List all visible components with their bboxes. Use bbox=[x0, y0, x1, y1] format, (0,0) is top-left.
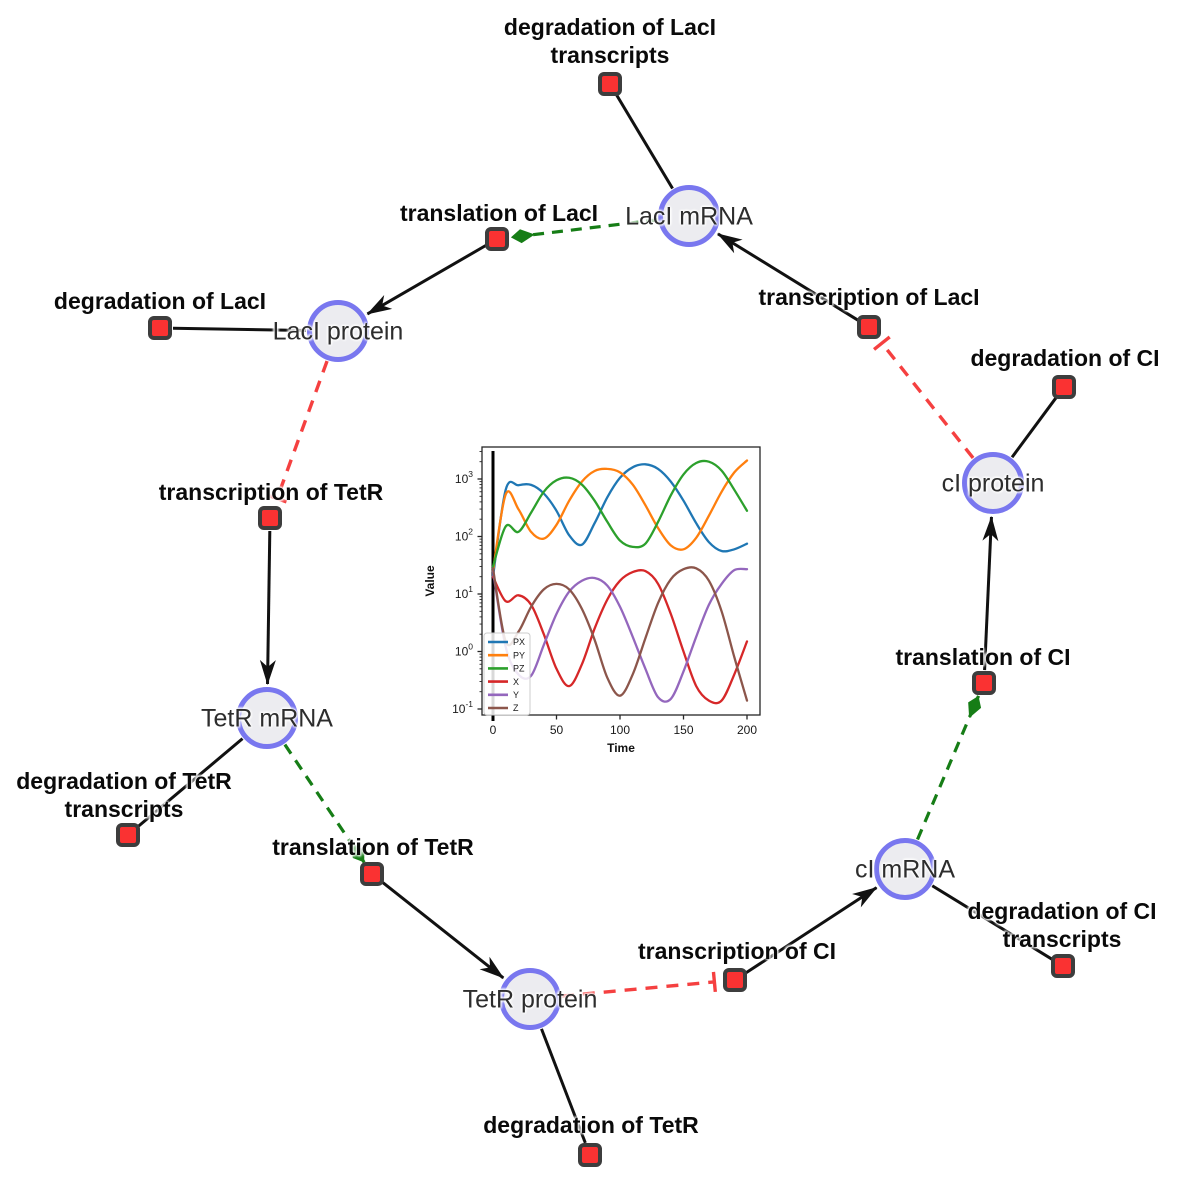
edge-laci-protein-to-deg-laci bbox=[172, 326, 307, 332]
edge-ci-protein-to-transcription-laci bbox=[872, 335, 975, 460]
species-node-ci-protein bbox=[962, 452, 1024, 514]
edge-ci-mrna-to-deg-ci-transcripts bbox=[931, 884, 1053, 961]
reaction-node-deg-tetr-transcripts bbox=[116, 823, 140, 847]
series-X bbox=[491, 569, 749, 705]
legend-label-PY: PY bbox=[513, 650, 525, 660]
series-PY bbox=[491, 459, 749, 573]
edge-transcription-tetr-to-tetr-mrna bbox=[259, 530, 276, 686]
reaction-node-deg-laci-transcripts bbox=[598, 72, 622, 96]
edge-ci-protein-to-deg-ci bbox=[1010, 396, 1058, 459]
legend-label-PX: PX bbox=[513, 637, 525, 647]
species-label-tetr-protein: TetR protein bbox=[462, 985, 598, 1014]
edge-transcription-ci-to-ci-mrna bbox=[745, 886, 878, 975]
edge-tetr-protein-to-transcription-ci bbox=[561, 971, 718, 998]
x-tick-label: 0 bbox=[490, 723, 497, 737]
reaction-node-transcription-ci bbox=[723, 968, 747, 992]
y-tick-label: 100 bbox=[455, 642, 473, 659]
edge-translation-laci-to-laci-protein bbox=[366, 244, 487, 316]
species-node-tetr-protein bbox=[499, 968, 561, 1030]
species-label-laci-protein: LacI protein bbox=[272, 317, 404, 346]
reaction-label-translation-tetr: translation of TetR bbox=[272, 834, 474, 860]
species-label-laci-mrna: LacI mRNA bbox=[625, 202, 753, 231]
x-tick-label: 150 bbox=[673, 723, 693, 737]
species-label-tetr-mrna: TetR mRNA bbox=[201, 704, 333, 733]
reaction-label-transcription-tetr: transcription of TetR bbox=[158, 479, 384, 505]
reaction-label-deg-tetr: degradation of TetR bbox=[483, 1112, 699, 1138]
edge-laci-mrna-to-translation-laci bbox=[510, 218, 658, 244]
species-node-laci-mrna bbox=[658, 185, 720, 247]
x-axis-label: Time bbox=[607, 741, 635, 755]
y-tick-label: 101 bbox=[455, 584, 473, 601]
edge-laci-mrna-to-deg-laci-transcripts bbox=[615, 94, 674, 190]
edge-translation-ci-to-ci-protein bbox=[982, 515, 999, 671]
reaction-label-deg-laci: degradation of LacI bbox=[53, 288, 267, 314]
reaction-node-translation-ci bbox=[972, 671, 996, 695]
species-label-ci-mrna: cI mRNA bbox=[855, 855, 955, 884]
reaction-label-deg-tetr-transcripts: degradation of TetR transcripts bbox=[16, 768, 232, 822]
reaction-node-translation-tetr bbox=[360, 862, 384, 886]
edge-ci-mrna-to-translation-ci bbox=[916, 695, 982, 841]
y-axis-label: Value bbox=[423, 565, 437, 597]
reaction-node-deg-tetr bbox=[578, 1143, 602, 1167]
species-node-tetr-mrna bbox=[236, 687, 298, 749]
y-tick-label: 103 bbox=[455, 469, 473, 486]
series-PZ bbox=[491, 459, 749, 568]
reaction-label-deg-laci-transcripts: degradation of LacI transcripts bbox=[503, 14, 717, 68]
y-tick-label: 102 bbox=[455, 527, 473, 544]
species-label-ci-protein: cI protein bbox=[941, 469, 1045, 498]
reaction-node-transcription-tetr bbox=[258, 506, 282, 530]
edge-tetr-protein-to-deg-tetr bbox=[540, 1028, 587, 1144]
reaction-label-transcription-ci: transcription of CI bbox=[637, 938, 837, 964]
edge-laci-protein-to-transcription-tetr bbox=[267, 360, 329, 504]
edge-translation-tetr-to-tetr-protein bbox=[381, 880, 505, 980]
reaction-node-transcription-laci bbox=[857, 315, 881, 339]
series-Z bbox=[491, 566, 749, 702]
edge-tetr-mrna-to-deg-tetr-transcripts bbox=[136, 737, 244, 828]
species-node-ci-mrna bbox=[874, 838, 936, 900]
series-PX bbox=[491, 463, 749, 578]
reaction-node-translation-laci bbox=[485, 227, 509, 251]
x-tick-label: 50 bbox=[550, 723, 564, 737]
reaction-label-deg-ci-transcripts: degradation of CI transcripts bbox=[967, 898, 1157, 952]
reaction-label-transcription-laci: transcription of LacI bbox=[758, 284, 980, 310]
y-tick-label: 10-1 bbox=[452, 699, 473, 716]
reaction-label-translation-ci: translation of CI bbox=[895, 644, 1071, 670]
legend-label-PZ: PZ bbox=[513, 664, 525, 674]
legend-label-Y: Y bbox=[513, 690, 519, 700]
legend-label-Z: Z bbox=[513, 703, 519, 713]
x-tick-label: 100 bbox=[610, 723, 630, 737]
species-node-laci-protein bbox=[307, 300, 369, 362]
reaction-label-translation-laci: translation of LacI bbox=[399, 200, 599, 226]
reaction-label-deg-ci: degradation of CI bbox=[970, 345, 1160, 371]
x-tick-label: 200 bbox=[737, 723, 757, 737]
edge-transcription-laci-to-laci-mrna bbox=[717, 232, 859, 322]
edge-tetr-mrna-to-translation-tetr bbox=[283, 743, 366, 864]
reaction-node-deg-laci bbox=[148, 316, 172, 340]
reaction-node-deg-ci bbox=[1052, 375, 1076, 399]
reaction-node-deg-ci-transcripts bbox=[1051, 954, 1075, 978]
timecourse-chart: 10-1 100 101 102 103 0 50 100 150 200 Time Value PX P… bbox=[420, 430, 788, 775]
legend-label-X: X bbox=[513, 677, 519, 687]
series-Y bbox=[491, 567, 749, 703]
